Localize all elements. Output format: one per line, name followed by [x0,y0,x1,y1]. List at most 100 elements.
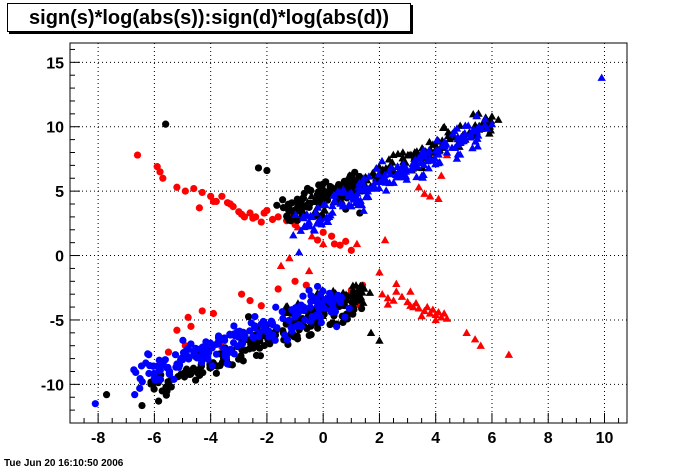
data-point [206,339,215,347]
data-point [265,327,273,335]
data-point [133,151,142,159]
data-point [181,187,189,195]
data-point [322,192,332,200]
data-point [173,326,181,334]
data-point [150,374,158,382]
data-point [297,302,305,310]
x-tick-label: 4 [431,430,440,447]
data-point [162,120,170,128]
data-point [408,164,417,172]
data-point [434,146,444,155]
data-point [131,391,139,399]
data-point [221,352,229,360]
data-point [260,341,268,350]
data-point [393,149,403,158]
data-markers [91,73,606,410]
data-point [392,287,401,295]
data-point [303,198,312,206]
data-point [393,162,402,171]
data-point [327,308,335,316]
data-point [398,148,408,156]
x-tick-label: 0 [319,430,328,447]
data-point [301,316,309,324]
data-point [359,174,369,182]
data-point [330,191,339,199]
data-point [256,352,265,360]
data-point [192,376,200,384]
data-point [319,188,328,196]
data-point [328,232,336,240]
axes: -8 -6 -4 -2 0 2 4 6 8 10 -10 -5 0 5 10 15 [41,48,620,447]
data-point [597,73,606,81]
data-point [453,140,462,149]
data-point [346,184,355,193]
data-point [171,351,180,359]
data-point [336,199,345,207]
data-point [434,194,443,203]
data-point [198,307,206,315]
data-point [299,292,307,300]
data-point [341,313,349,321]
data-point [247,340,255,348]
x-tick-label: 2 [375,430,384,447]
data-point [345,171,354,179]
data-point [291,210,300,218]
data-point [279,314,287,323]
data-point [187,340,195,348]
data-point [180,373,189,381]
data-point [349,310,357,318]
data-point [321,200,330,209]
x-tick-label: 10 [596,430,614,447]
data-point [263,166,271,175]
data-point [318,239,328,248]
data-point [412,161,422,170]
data-point [461,121,470,129]
data-point [136,375,144,383]
data-point [377,156,387,165]
data-point [350,175,360,184]
data-point [162,391,170,399]
data-point [319,228,327,236]
data-point [418,173,427,181]
data-point [304,217,314,225]
data-point [374,183,384,192]
data-point [438,141,447,149]
data-point [165,370,173,378]
data-point [402,164,411,172]
data-point [154,397,163,405]
data-point [208,362,216,370]
data-point [434,308,443,316]
data-point [472,111,481,119]
data-point [307,331,315,339]
data-point [431,315,440,324]
data-point [374,169,383,178]
data-point [305,286,313,294]
data-point [173,183,181,191]
data-point [352,239,362,248]
data-point [313,282,322,291]
data-point [481,114,490,123]
data-point [453,133,463,141]
series-group [289,73,606,256]
data-point [198,359,206,367]
data-point [419,145,428,154]
data-point [476,341,485,349]
data-point [313,236,322,244]
data-point [272,303,280,311]
data-point [333,323,341,331]
data-point [347,246,355,254]
data-point [156,366,164,374]
data-point [320,205,329,213]
data-point [487,112,497,120]
data-point [138,401,146,410]
data-point [259,318,267,326]
data-point [167,383,175,391]
data-point [281,302,291,310]
data-point [442,148,452,156]
data-point [311,208,320,217]
data-point [284,201,293,210]
data-point [383,293,393,302]
data-point [425,137,434,146]
data-point [473,131,483,139]
data-point [226,200,234,208]
